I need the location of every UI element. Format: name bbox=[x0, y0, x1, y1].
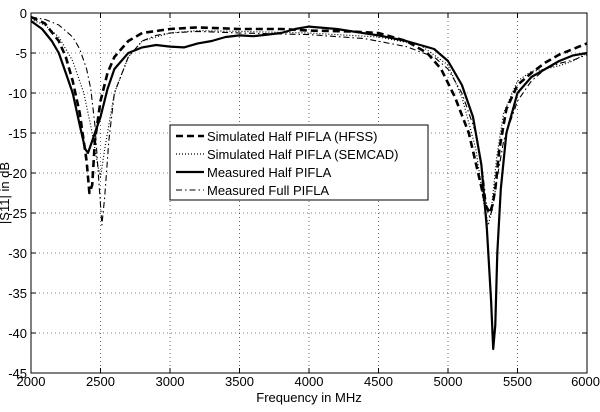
y-tick-label: -10 bbox=[8, 86, 27, 101]
x-tick-label: 4000 bbox=[295, 374, 324, 389]
y-tick-label: -45 bbox=[8, 366, 27, 381]
series-lines bbox=[30, 15, 588, 351]
y-tick-label: -5 bbox=[15, 46, 27, 61]
legend-label-1: Simulated Half PIFLA (HFSS) bbox=[207, 129, 378, 144]
x-tick-label: 2500 bbox=[86, 374, 115, 389]
legend-label-3: Measured Half PIFLA bbox=[207, 165, 332, 180]
legend: Simulated Half PIFLA (HFSS) Simulated Hal… bbox=[169, 124, 429, 201]
series-line-4 bbox=[30, 16, 588, 226]
x-tick-label: 6000 bbox=[571, 374, 600, 389]
legend-box bbox=[169, 124, 429, 201]
legend-label-4: Measured Full PIFLA bbox=[207, 183, 329, 198]
y-tick-label: -30 bbox=[8, 246, 27, 261]
x-tick-label: 3500 bbox=[225, 374, 254, 389]
y-tick-label: -40 bbox=[8, 326, 27, 341]
y-tick-label: 0 bbox=[20, 6, 27, 21]
x-tick-label: 4500 bbox=[364, 374, 393, 389]
legend-label-2: Simulated Half PIFLA (SEMCAD) bbox=[207, 147, 398, 162]
y-tick-label: -15 bbox=[8, 126, 27, 141]
x-tick-label: 2000 bbox=[17, 374, 46, 389]
series-line-1 bbox=[30, 15, 588, 215]
series-line-3 bbox=[30, 20, 588, 351]
y-tick-label: -35 bbox=[8, 286, 27, 301]
tick-labels: 2000 2500 3000 3500 4000 4500 5000 5500 6000 0 -5 -… bbox=[8, 6, 600, 389]
x-tick-label: 5000 bbox=[434, 374, 463, 389]
x-axis-label: Frequency in MHz bbox=[256, 390, 361, 405]
y-tick-label: -25 bbox=[8, 206, 27, 221]
x-tick-label: 3000 bbox=[156, 374, 185, 389]
x-tick-label: 5500 bbox=[503, 374, 532, 389]
y-tick-label: -20 bbox=[8, 166, 27, 181]
y-axis-label: |S11| in dB bbox=[0, 162, 12, 224]
